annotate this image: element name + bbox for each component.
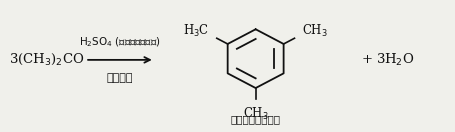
Text: H$_3$C: H$_3$C — [183, 23, 209, 39]
Text: H$_2$SO$_4$ (सान्द्र): H$_2$SO$_4$ (सान्द्र) — [79, 36, 160, 49]
Text: 3(CH$_3$)$_2$CO: 3(CH$_3$)$_2$CO — [9, 52, 85, 67]
Text: + 3H$_2$O: + 3H$_2$O — [361, 52, 414, 68]
Text: CH$_3$: CH$_3$ — [301, 23, 327, 39]
Text: आसवन: आसवन — [106, 73, 133, 83]
Text: मेसिटलीन: मेसिटलीन — [230, 114, 280, 124]
Text: CH$_3$: CH$_3$ — [242, 106, 268, 122]
